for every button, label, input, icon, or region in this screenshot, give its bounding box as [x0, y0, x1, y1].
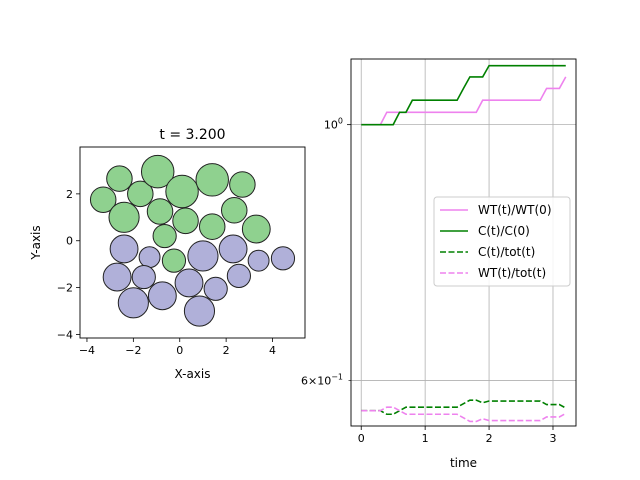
purple-disk-12 — [147, 281, 177, 311]
purple-disk-9 — [203, 276, 228, 301]
left-x-tick-label: 4 — [269, 344, 276, 357]
right-y-minor-tick-label: 6×10−1 — [301, 373, 343, 388]
legend-frame — [433, 196, 571, 287]
left-x-tick-label: 0 — [176, 344, 183, 357]
right-y-major-tick-label: 100 — [324, 117, 343, 132]
purple-disk-5 — [270, 246, 296, 271]
legend-label: C(t)/C(0) — [478, 224, 530, 238]
purple-disk-6 — [102, 262, 132, 292]
green-disk-9 — [172, 207, 199, 235]
series-line-1 — [361, 64, 566, 126]
left-x-axis-label: X-axis — [175, 367, 211, 381]
right-x-tick-label: 2 — [486, 432, 493, 445]
green-disk-5 — [229, 171, 256, 198]
left-x-tick-label: 2 — [223, 344, 230, 357]
left-y-tick-label: 0 — [66, 235, 73, 248]
left-chart-title: t = 3.200 — [159, 127, 225, 143]
purple-disk-11 — [117, 287, 149, 319]
purple-disk-10 — [226, 263, 251, 288]
right-axes-frame — [350, 58, 577, 427]
legend: WT(t)/WT(0) C(t)/C(0) C(t)/tot(t) WT(t)/tot… — [433, 196, 571, 287]
left-x-tick-label: −4 — [79, 344, 95, 357]
green-disk-10 — [198, 213, 226, 240]
green-disk-12 — [241, 214, 271, 244]
disk-scatter-panel: −4 −2 0 2 4 −4 −2 0 2 t = 3.200 X-axis Y-axis — [29, 127, 306, 381]
green-disk-14 — [161, 248, 187, 273]
left-axes-frame — [79, 146, 306, 339]
series-line-0 — [361, 76, 567, 126]
purple-disk-3 — [218, 234, 248, 264]
green-disk-13 — [152, 223, 177, 249]
purple-disk-4 — [247, 249, 270, 272]
disks-layer — [89, 154, 296, 327]
left-y-tick-label: 2 — [66, 188, 73, 201]
right-x-axis-label: time — [450, 456, 477, 470]
legend-label: WT(t)/tot(t) — [478, 266, 546, 280]
right-y-ticks: 100 6×10−1 — [301, 117, 351, 388]
green-disk-4 — [195, 163, 229, 197]
right-x-ticks: 0 1 2 3 — [358, 426, 556, 445]
purple-disk-1 — [138, 246, 161, 269]
legend-items: WT(t)/WT(0) C(t)/C(0) C(t)/tot(t) WT(t)/tot… — [440, 203, 552, 280]
purple-disk-8 — [174, 268, 204, 298]
time-series-panel: 0 1 2 3 100 6×10−1 time WT(t)/WT(0) C(t)/C(0)… — [301, 58, 577, 470]
green-disk-3 — [165, 174, 199, 209]
left-y-ticks: −4 −2 0 2 — [57, 188, 80, 341]
green-disk-7 — [108, 201, 140, 233]
green-disk-0 — [106, 165, 133, 192]
left-x-ticks: −4 −2 0 2 4 — [79, 338, 276, 357]
series-layer — [361, 64, 567, 423]
right-x-tick-label: 1 — [422, 432, 429, 445]
purple-disk-2 — [187, 240, 219, 272]
legend-label: C(t)/tot(t) — [478, 245, 535, 259]
left-y-tick-label: −4 — [57, 328, 73, 341]
right-x-tick-label: 0 — [358, 432, 365, 445]
purple-disk-0 — [109, 234, 139, 264]
purple-disk-13 — [183, 295, 216, 327]
right-x-tick-label: 3 — [549, 432, 556, 445]
green-disk-11 — [220, 197, 248, 224]
left-x-tick-label: −2 — [125, 344, 141, 357]
left-y-axis-label: Y-axis — [29, 225, 43, 260]
green-disk-8 — [146, 198, 174, 225]
green-disk-1 — [127, 180, 154, 208]
green-disk-6 — [89, 186, 117, 213]
left-y-tick-label: −2 — [57, 282, 73, 295]
legend-label: WT(t)/WT(0) — [478, 203, 552, 217]
green-disk-2 — [140, 154, 175, 189]
purple-disk-7 — [131, 264, 156, 290]
